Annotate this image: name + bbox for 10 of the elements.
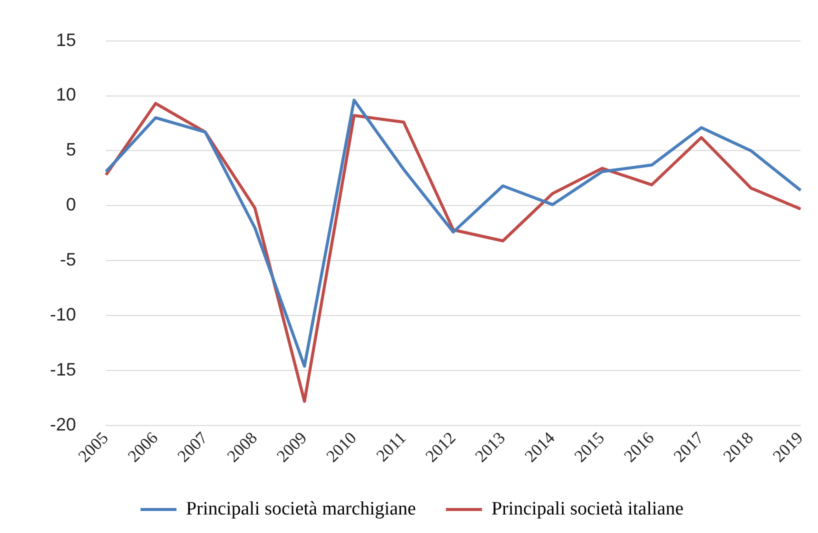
y-tick-label: 5 [66, 140, 76, 160]
y-tick-label: 0 [66, 194, 76, 215]
y-tick-label: 15 [56, 30, 76, 50]
y-tick-label: -20 [50, 414, 76, 434]
y-tick-label: -5 [60, 250, 76, 270]
y-tick-label: -10 [50, 304, 76, 325]
legend-label: Principali società marchigiane [186, 498, 416, 520]
legend-label: Principali società italiane [491, 498, 684, 520]
y-tick-label: 10 [56, 84, 76, 105]
y-tick-label: -15 [50, 360, 76, 380]
